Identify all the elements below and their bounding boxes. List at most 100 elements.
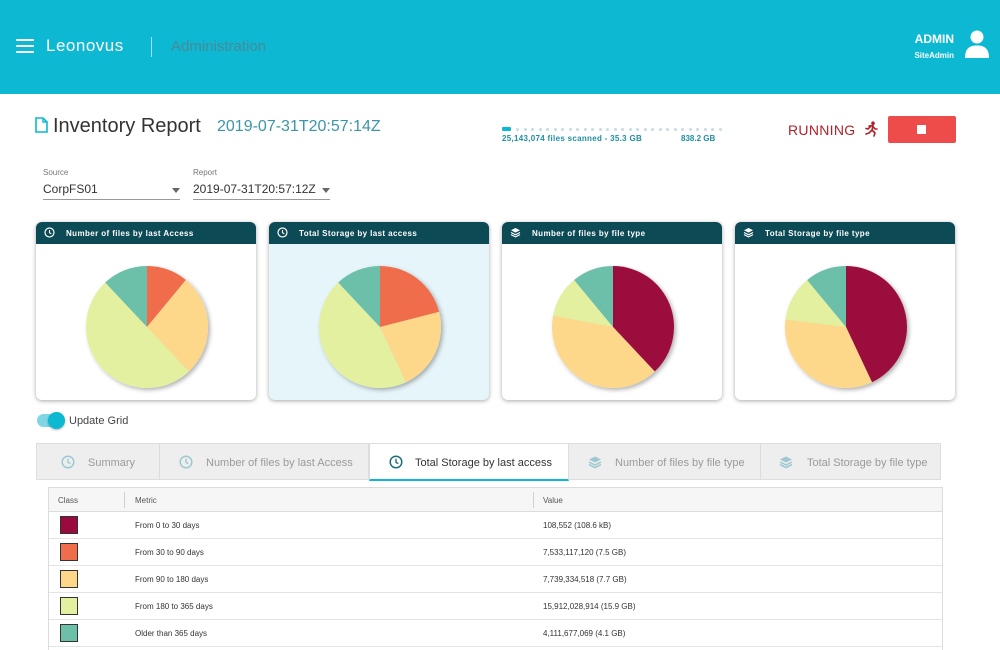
progress-dot: [688, 128, 692, 131]
source-select[interactable]: CorpFS01: [43, 180, 180, 200]
pie-slice[interactable]: [553, 280, 613, 327]
progress-dot: [651, 128, 654, 131]
chart-card-storage-by-last-access[interactable]: Total Storage by last access: [269, 222, 489, 400]
layers-icon: [743, 228, 754, 238]
progress-dot: [643, 128, 647, 131]
layers-icon: [779, 456, 793, 469]
column-divider[interactable]: [124, 492, 125, 508]
progress-dot: [568, 128, 572, 131]
brand-logo[interactable]: Leonovus: [46, 36, 124, 55]
pie-slice[interactable]: [147, 280, 209, 372]
tab-files-by-file-type[interactable]: Number of files by file type: [569, 444, 761, 480]
progress-dot: [621, 128, 624, 131]
user-name[interactable]: ADMIN: [914, 32, 954, 46]
user-avatar-icon[interactable]: [965, 30, 989, 58]
chart-card-files-by-last-access[interactable]: Number of files by last Access: [36, 222, 256, 400]
card-title: Total Storage by last access: [299, 229, 418, 238]
column-header-class[interactable]: Class: [58, 496, 79, 505]
table-row[interactable]: From 90 to 180 days 7,739,334,518 (7.7 G…: [49, 566, 942, 593]
toggle-knob[interactable]: [48, 412, 65, 429]
pie-slice[interactable]: [319, 282, 406, 388]
pie-slice[interactable]: [147, 266, 186, 327]
progress-dot: [553, 128, 557, 131]
layers-icon: [510, 228, 521, 238]
column-header-metric[interactable]: Metric: [135, 496, 157, 505]
class-color-swatch: [60, 543, 78, 561]
progress-dot: [703, 128, 707, 131]
column-header-value[interactable]: Value: [543, 496, 563, 505]
pie-slice[interactable]: [85, 282, 189, 389]
progress-dot: [673, 128, 677, 131]
table-row[interactable]: From 180 to 365 days 15,912,028,914 (15.…: [49, 593, 942, 620]
pie-slice[interactable]: [613, 266, 675, 372]
table-row[interactable]: From 30 to 90 days 7,533,117,120 (7.5 GB…: [49, 539, 942, 566]
progress-dot: [591, 128, 594, 131]
value-cell: 7,533,117,120 (7.5 GB): [543, 548, 627, 557]
tab-storage-by-file-type[interactable]: Total Storage by file type: [761, 444, 941, 480]
stop-icon: [917, 125, 926, 134]
card-title: Number of files by file type: [532, 229, 646, 238]
tab-summary[interactable]: Summary: [37, 444, 160, 480]
report-select[interactable]: 2019-07-31T20:57:12Z: [193, 180, 330, 200]
header-divider: [151, 37, 152, 57]
pie-slice[interactable]: [105, 266, 147, 327]
pie-slice[interactable]: [785, 280, 846, 327]
stop-button[interactable]: [888, 116, 956, 143]
table-row[interactable]: Older than 365 days 4,111,677,069 (4.1 G…: [49, 620, 942, 647]
class-color-swatch: [60, 597, 78, 615]
chevron-down-icon: [322, 188, 330, 193]
pie-slice[interactable]: [807, 266, 846, 327]
grid-header: Class Metric Value: [49, 488, 942, 512]
update-grid-toggle[interactable]: [37, 412, 65, 429]
progress-dot: [681, 128, 684, 131]
progress-fill: [502, 127, 511, 131]
progress-dot: [658, 128, 662, 131]
clock-icon: [277, 227, 288, 238]
clock-icon: [389, 455, 403, 469]
metric-cell: From 90 to 180 days: [135, 575, 209, 584]
menu-icon[interactable]: [16, 39, 34, 53]
pie-slice[interactable]: [784, 319, 872, 388]
layers-icon: [588, 456, 602, 469]
metric-cell: From 0 to 30 days: [135, 521, 200, 530]
clock-icon: [44, 227, 55, 238]
tab-label: Total Storage by file type: [807, 457, 928, 469]
pie-slice[interactable]: [380, 266, 440, 327]
report-value: 2019-07-31T20:57:12Z: [193, 182, 316, 196]
progress-dot: [561, 128, 564, 131]
pie-chart: [551, 266, 675, 389]
tab-label: Total Storage by last access: [415, 457, 552, 469]
pie-slice[interactable]: [338, 266, 380, 327]
progress-dot: [546, 128, 549, 131]
value-cell: 4,111,677,069 (4.1 GB): [543, 629, 626, 638]
tab-storage-by-last-access[interactable]: Total Storage by last access: [369, 443, 569, 481]
top-bar: Leonovus Administration ADMIN SiteAdmin: [0, 0, 1000, 94]
progress-dot: [576, 128, 579, 131]
progress-dot: [718, 128, 722, 131]
chart-card-files-by-file-type[interactable]: Number of files by file type: [502, 222, 722, 400]
progress-dot: [636, 128, 639, 131]
progress-dot: [628, 128, 632, 131]
tab-label: Summary: [88, 457, 136, 469]
table-row[interactable]: From 0 to 30 days 108,552 (108.6 kB): [49, 512, 942, 539]
pie-slice[interactable]: [380, 311, 441, 383]
progress-dot: [523, 128, 527, 131]
chart-card-storage-by-file-type[interactable]: Total Storage by file type: [735, 222, 955, 400]
pie-slice[interactable]: [574, 266, 613, 327]
metric-cell: From 30 to 90 days: [135, 548, 204, 557]
chevron-down-icon: [172, 188, 180, 193]
card-title: Total Storage by file type: [765, 229, 870, 238]
pie-slice[interactable]: [846, 266, 907, 383]
clock-icon: [61, 455, 75, 469]
scan-progress-bar: [502, 127, 724, 131]
pie-slice[interactable]: [551, 315, 655, 389]
column-divider[interactable]: [533, 492, 534, 508]
value-cell: 15,912,028,914 (15.9 GB): [543, 602, 636, 611]
progress-dot: [538, 128, 542, 131]
page-title: Inventory Report: [53, 115, 201, 137]
tab-files-by-last-access[interactable]: Number of files by last Access: [160, 444, 369, 480]
progress-dot: [516, 128, 519, 131]
card-header: Number of files by file type: [502, 222, 722, 244]
progress-dot: [583, 128, 587, 131]
document-icon: [35, 117, 48, 133]
